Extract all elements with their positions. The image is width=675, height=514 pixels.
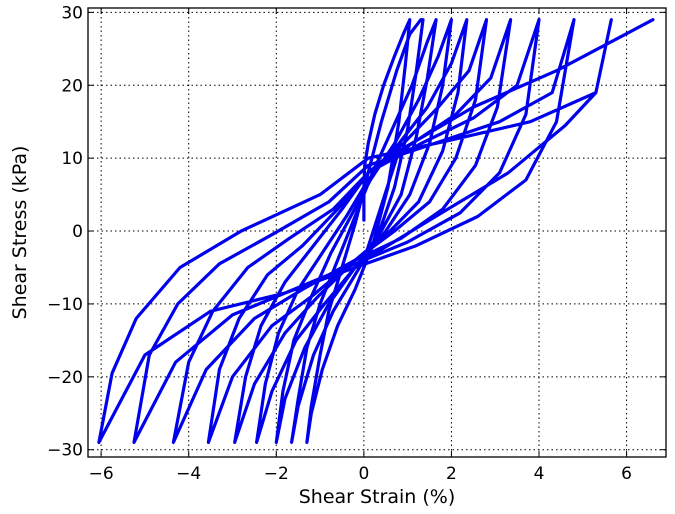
hysteresis-series-line <box>97 18 655 444</box>
y-tick-label: −20 <box>47 368 83 388</box>
plot-frame <box>87 7 667 458</box>
y-tick-label: 10 <box>61 149 83 169</box>
y-tick-label: 30 <box>61 3 83 23</box>
x-tick-label: 0 <box>358 464 369 484</box>
x-tick-label: −6 <box>89 464 114 484</box>
y-tick-label: −30 <box>47 441 83 461</box>
x-tick-label: −2 <box>264 464 289 484</box>
x-axis-label: Shear Strain (%) <box>299 486 456 508</box>
x-tick-label: 2 <box>446 464 457 484</box>
x-tick-label: −4 <box>176 464 201 484</box>
y-tick-label: −10 <box>47 295 83 315</box>
data-series <box>97 18 655 444</box>
grid <box>88 8 666 457</box>
y-axis-label: Shear Stress (kPa) <box>9 146 31 320</box>
axis-ticks <box>88 8 666 457</box>
y-tick-label: 0 <box>72 222 83 242</box>
x-tick-label: 4 <box>534 464 545 484</box>
y-tick-label: 20 <box>61 76 83 96</box>
x-tick-label: 6 <box>621 464 632 484</box>
